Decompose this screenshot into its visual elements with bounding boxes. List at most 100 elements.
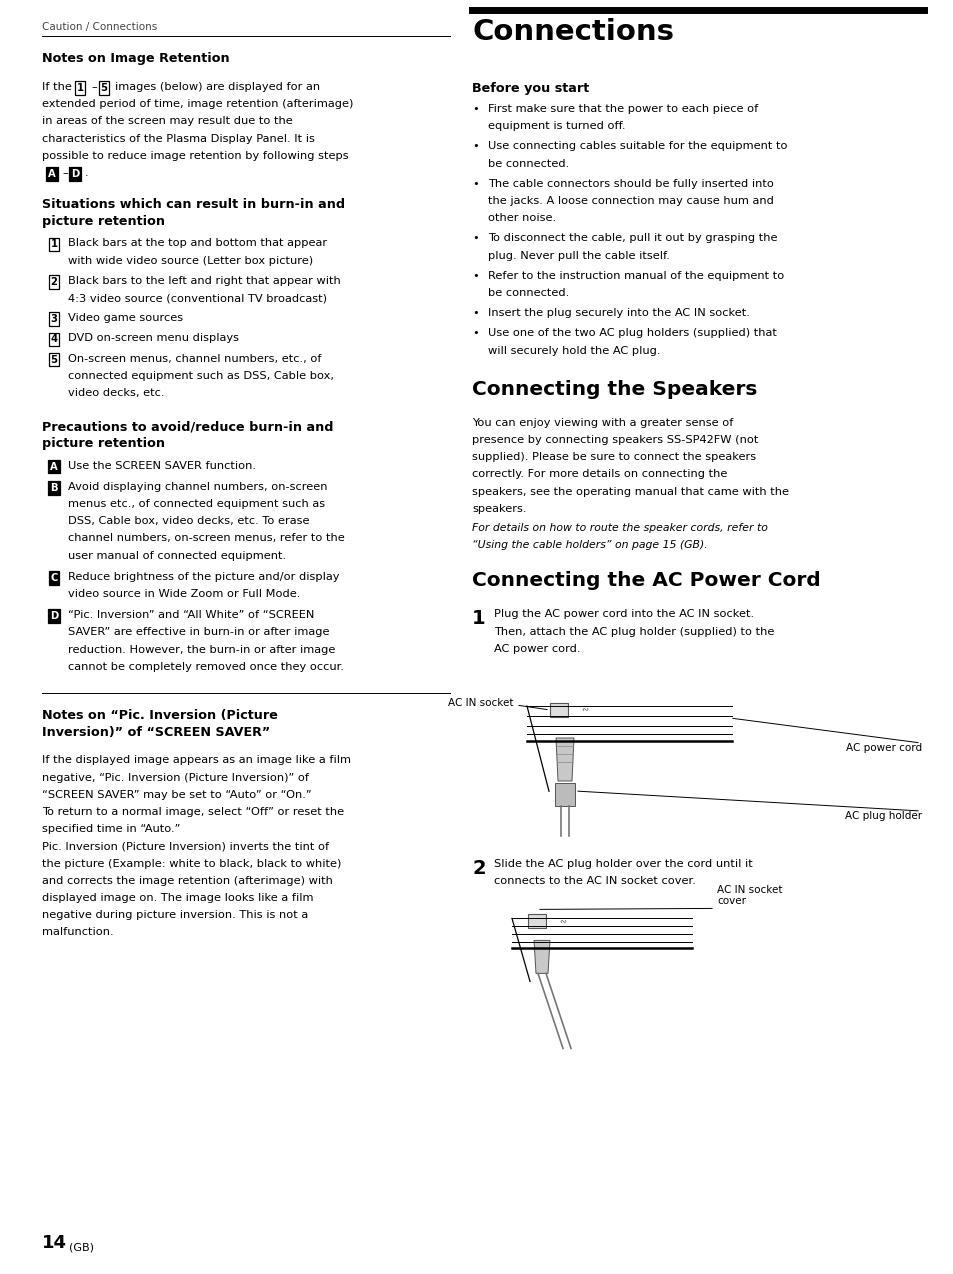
Text: be connected.: be connected. — [488, 288, 569, 298]
Text: 2: 2 — [51, 276, 57, 287]
Text: 5: 5 — [100, 83, 108, 93]
Text: will securely hold the AC plug.: will securely hold the AC plug. — [488, 345, 659, 355]
Text: ∾: ∾ — [558, 917, 565, 926]
Text: 5: 5 — [51, 354, 57, 364]
Text: AC power cord.: AC power cord. — [494, 643, 579, 654]
Text: AC IN socket: AC IN socket — [448, 698, 514, 708]
Text: the picture (Example: white to black, black to white): the picture (Example: white to black, bl… — [42, 859, 341, 869]
Text: Notes on Image Retention: Notes on Image Retention — [42, 52, 230, 65]
Text: 1: 1 — [51, 240, 57, 250]
Text: picture retention: picture retention — [42, 215, 165, 228]
Text: AC IN socket
cover: AC IN socket cover — [717, 885, 781, 906]
Text: ∾: ∾ — [580, 706, 587, 715]
Text: supplied). Please be sure to connect the speakers: supplied). Please be sure to connect the… — [472, 452, 756, 462]
Text: On-screen menus, channel numbers, etc., of: On-screen menus, channel numbers, etc., … — [68, 354, 321, 363]
Text: 4:3 video source (conventional TV broadcast): 4:3 video source (conventional TV broadc… — [68, 293, 327, 303]
Text: (GB): (GB) — [69, 1243, 94, 1254]
Text: To disconnect the cable, pull it out by grasping the: To disconnect the cable, pull it out by … — [488, 233, 777, 243]
Text: and corrects the image retention (afterimage) with: and corrects the image retention (afteri… — [42, 875, 333, 885]
Text: negative, “Pic. Inversion (Picture Inversion)” of: negative, “Pic. Inversion (Picture Inver… — [42, 772, 309, 782]
Text: 4: 4 — [51, 334, 57, 344]
Text: displayed image on. The image looks like a film: displayed image on. The image looks like… — [42, 893, 314, 903]
Text: Reduce brightness of the picture and/or display: Reduce brightness of the picture and/or … — [68, 572, 339, 582]
Text: AC power cord: AC power cord — [845, 743, 921, 753]
Text: picture retention: picture retention — [42, 437, 165, 451]
Text: 2: 2 — [472, 859, 485, 878]
Text: correctly. For more details on connecting the: correctly. For more details on connectin… — [472, 469, 726, 479]
Text: Black bars at the top and bottom that appear: Black bars at the top and bottom that ap… — [68, 238, 327, 248]
Text: 1: 1 — [76, 83, 84, 93]
Text: Pic. Inversion (Picture Inversion) inverts the tint of: Pic. Inversion (Picture Inversion) inver… — [42, 841, 329, 851]
Text: For details on how to route the speaker cords, refer to: For details on how to route the speaker … — [472, 524, 767, 533]
Text: A: A — [48, 169, 56, 180]
Text: negative during picture inversion. This is not a: negative during picture inversion. This … — [42, 910, 308, 920]
Text: video source in Wide Zoom or Full Mode.: video source in Wide Zoom or Full Mode. — [68, 589, 300, 599]
Text: SAVER” are effective in burn-in or after image: SAVER” are effective in burn-in or after… — [68, 627, 329, 637]
Text: Insert the plug securely into the AC IN socket.: Insert the plug securely into the AC IN … — [488, 308, 749, 318]
Text: AC plug holder: AC plug holder — [844, 812, 921, 820]
Text: characteristics of the Plasma Display Panel. It is: characteristics of the Plasma Display Pa… — [42, 134, 314, 144]
Text: Situations which can result in burn-in and: Situations which can result in burn-in a… — [42, 197, 345, 211]
Text: •: • — [472, 271, 478, 280]
Text: C: C — [51, 573, 57, 582]
Text: Caution / Connections: Caution / Connections — [42, 22, 157, 32]
Text: •: • — [472, 141, 478, 152]
Text: connected equipment such as DSS, Cable box,: connected equipment such as DSS, Cable b… — [68, 371, 334, 381]
Text: presence by connecting speakers SS-SP42FW (not: presence by connecting speakers SS-SP42F… — [472, 434, 758, 445]
Bar — [555, 784, 575, 806]
Text: connects to the AC IN socket cover.: connects to the AC IN socket cover. — [494, 877, 695, 887]
Text: Connecting the Speakers: Connecting the Speakers — [472, 380, 757, 399]
Text: –: – — [62, 168, 68, 178]
Text: .: . — [85, 168, 89, 178]
Text: Video game sources: Video game sources — [68, 313, 183, 324]
Text: B: B — [51, 483, 58, 493]
Text: be connected.: be connected. — [488, 158, 569, 168]
Text: DVD on-screen menu displays: DVD on-screen menu displays — [68, 334, 239, 344]
Text: plug. Never pull the cable itself.: plug. Never pull the cable itself. — [488, 251, 669, 261]
Text: menus etc., of connected equipment such as: menus etc., of connected equipment such … — [68, 499, 325, 510]
Text: Then, attach the AC plug holder (supplied) to the: Then, attach the AC plug holder (supplie… — [494, 627, 774, 637]
Text: Inversion)” of “SCREEN SAVER”: Inversion)” of “SCREEN SAVER” — [42, 726, 270, 739]
Text: 1: 1 — [472, 609, 485, 628]
Polygon shape — [556, 738, 574, 781]
Text: channel numbers, on-screen menus, refer to the: channel numbers, on-screen menus, refer … — [68, 534, 344, 544]
Text: Notes on “Pic. Inversion (Picture: Notes on “Pic. Inversion (Picture — [42, 710, 277, 722]
Text: “SCREEN SAVER” may be set to “Auto” or “On.”: “SCREEN SAVER” may be set to “Auto” or “… — [42, 790, 312, 800]
Text: Slide the AC plug holder over the cord until it: Slide the AC plug holder over the cord u… — [494, 859, 752, 869]
Bar — [527, 915, 545, 929]
Text: other noise.: other noise. — [488, 213, 556, 223]
Text: –: – — [91, 82, 96, 92]
Text: possible to reduce image retention by following steps: possible to reduce image retention by fo… — [42, 150, 348, 161]
Text: specified time in “Auto.”: specified time in “Auto.” — [42, 824, 180, 834]
Text: A: A — [51, 461, 58, 471]
Text: the jacks. A loose connection may cause hum and: the jacks. A loose connection may cause … — [488, 196, 773, 206]
Text: 3: 3 — [51, 315, 57, 324]
Text: “Using the cable holders” on page 15 (GB).: “Using the cable holders” on page 15 (GB… — [472, 540, 707, 550]
Text: Precautions to avoid/reduce burn-in and: Precautions to avoid/reduce burn-in and — [42, 420, 334, 433]
Text: If the displayed image appears as an image like a film: If the displayed image appears as an ima… — [42, 755, 351, 766]
Text: If the: If the — [42, 82, 71, 92]
Text: speakers.: speakers. — [472, 503, 526, 513]
Text: Refer to the instruction manual of the equipment to: Refer to the instruction manual of the e… — [488, 271, 783, 280]
Text: video decks, etc.: video decks, etc. — [68, 389, 164, 397]
Text: D: D — [71, 169, 79, 180]
Text: •: • — [472, 329, 478, 339]
Text: Plug the AC power cord into the AC IN socket.: Plug the AC power cord into the AC IN so… — [494, 609, 753, 619]
Bar — [550, 703, 567, 717]
Text: reduction. However, the burn-in or after image: reduction. However, the burn-in or after… — [68, 645, 335, 655]
Text: Avoid displaying channel numbers, on-screen: Avoid displaying channel numbers, on-scr… — [68, 482, 327, 492]
Text: You can enjoy viewing with a greater sense of: You can enjoy viewing with a greater sen… — [472, 418, 733, 428]
Text: •: • — [472, 308, 478, 318]
Text: Black bars to the left and right that appear with: Black bars to the left and right that ap… — [68, 275, 340, 285]
Text: •: • — [472, 233, 478, 243]
Text: Use connecting cables suitable for the equipment to: Use connecting cables suitable for the e… — [488, 141, 786, 152]
Text: Connections: Connections — [472, 18, 673, 46]
Text: D: D — [50, 612, 58, 622]
Text: malfunction.: malfunction. — [42, 927, 113, 938]
Text: “Pic. Inversion” and “All White” of “SCREEN: “Pic. Inversion” and “All White” of “SCR… — [68, 610, 314, 620]
Text: Use one of the two AC plug holders (supplied) that: Use one of the two AC plug holders (supp… — [488, 329, 776, 339]
Text: with wide video source (Letter box picture): with wide video source (Letter box pictu… — [68, 256, 313, 265]
Text: Use the SCREEN SAVER function.: Use the SCREEN SAVER function. — [68, 461, 255, 470]
Text: cannot be completely removed once they occur.: cannot be completely removed once they o… — [68, 661, 344, 671]
Text: Connecting the AC Power Cord: Connecting the AC Power Cord — [472, 572, 820, 590]
